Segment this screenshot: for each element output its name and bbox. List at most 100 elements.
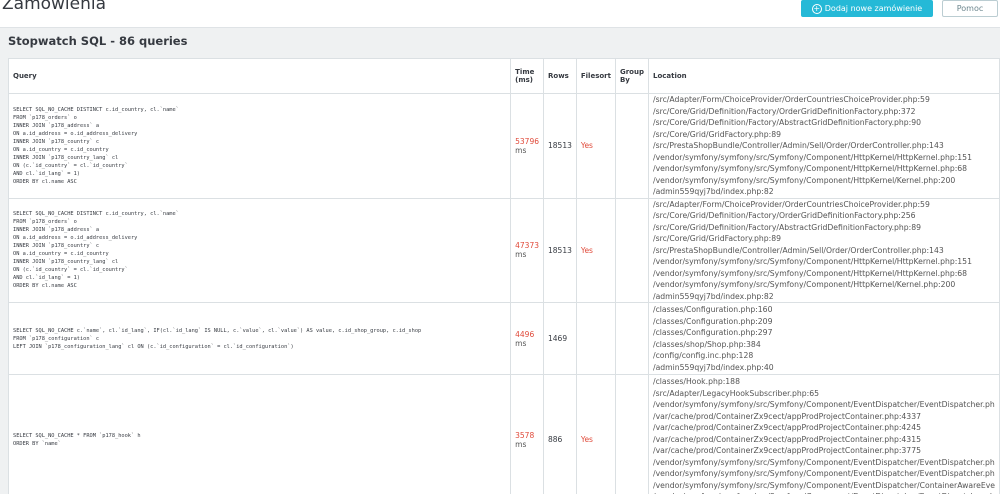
rows-cell: 18513: [543, 197, 577, 303]
button-label: Pomoc: [956, 4, 984, 13]
query-cell: SELECT SQL_NO_CACHE c.`name`, cl.`id_lan…: [7, 302, 512, 375]
query-line: FROM `p178_orders` o: [13, 114, 77, 121]
query-line: ON a.id_address = o.id_address_delivery: [13, 235, 138, 242]
query-line: SELECT SQL_NO_CACHE DISTINCT c.id_countr…: [13, 106, 179, 113]
query-line: ON (c.`id_country` = cl.`id_country`: [13, 162, 128, 169]
query-line: INNER JOIN `p178_country_lang` cl: [13, 154, 119, 161]
rows-value: 18513: [548, 245, 572, 255]
location-line: /src/Adapter/Form/ChoiceProvider/OrderCo…: [652, 95, 930, 104]
location-line: /src/Core/Grid/GridFactory.php:89: [652, 129, 782, 139]
time-cell: 4496 ms: [510, 302, 544, 375]
query-cell: SELECT SQL_NO_CACHE DISTINCT c.id_countr…: [7, 197, 512, 303]
column-header: Group By: [614, 58, 649, 94]
column-header: Time (ms): [510, 58, 544, 94]
filesort-value: Yes: [580, 435, 593, 444]
table-body: SELECT SQL_NO_CACHE DISTINCT c.id_countr…: [7, 93, 1000, 494]
time-unit: ms: [515, 145, 527, 155]
time-value: 3578: [515, 430, 535, 440]
query-line: ORDER BY `name`: [13, 440, 61, 447]
table-row: SELECT SQL_NO_CACHE c.`name`, cl.`id_lan…: [7, 302, 1000, 375]
location-line: /vendor/symfony/symfony/src/Symfony/Comp…: [652, 469, 995, 479]
query-cell: SELECT SQL_NO_CACHE DISTINCT c.id_countr…: [7, 93, 512, 199]
query-line: AND cl.`id_lang` = 1): [13, 275, 80, 282]
location-line: /src/Core/Grid/Definition/Factory/Abstra…: [652, 222, 922, 232]
time-value: 4496: [515, 329, 535, 339]
group-by-cell: [614, 374, 649, 494]
query-line: ORDER BY cl.name ASC: [13, 178, 77, 185]
location-line: /src/Core/Grid/GridFactory.php:89: [652, 234, 782, 243]
location-line: /vendor/symfony/symfony/src/Symfony/Comp…: [652, 257, 972, 266]
location-line: /admin559qyj7bd/index.php:82: [652, 291, 774, 301]
group-by-cell: [614, 197, 649, 303]
location-cell: /src/Adapter/Form/ChoiceProvider/OrderCo…: [647, 197, 1000, 303]
location-line: /src/Core/Grid/Definition/Factory/Abstra…: [652, 118, 922, 127]
location-line: /src/PrestaShopBundle/Controller/Admin/S…: [652, 245, 944, 255]
table-row: SELECT SQL_NO_CACHE * FROM `p178_hook` h…: [7, 374, 1000, 494]
add-order-button[interactable]: + Dodaj nowe zamówienie: [801, 0, 933, 17]
location-line: /vendor/symfony/symfony/src/Symfony/Comp…: [652, 175, 956, 185]
location-line: /var/cache/prod/ContainerZx9cect/appProd…: [652, 446, 921, 456]
location-line: /vendor/symfony/symfony/src/Symfony/Comp…: [652, 280, 956, 289]
location-line: /var/cache/prod/ContainerZx9cect/appProd…: [652, 434, 921, 444]
location-line: /classes/Configuration.php:209: [652, 316, 773, 326]
query-line: ON a.id_address = o.id_address_delivery: [13, 130, 138, 137]
location-line: /src/Adapter/LegacyHookSubscriber.php:65: [652, 388, 820, 398]
location-cell: /classes/Configuration.php:160/classes/C…: [647, 302, 1000, 375]
location-line: /vendor/symfony/symfony/src/Symfony/Comp…: [652, 400, 995, 410]
query-line: SELECT SQL_NO_CACHE DISTINCT c.id_countr…: [13, 211, 179, 218]
query-line: LEFT JOIN `p178_configuration_lang` cl O…: [13, 343, 294, 350]
query-line: SELECT SQL_NO_CACHE c.`name`, cl.`id_lan…: [13, 327, 422, 334]
location-line: /src/PrestaShopBundle/Controller/Admin/S…: [652, 141, 944, 150]
location-line: /vendor/symfony/symfony/src/Symfony/Comp…: [653, 491, 995, 494]
location-line: /config/config.inc.php:128: [652, 351, 754, 360]
time-unit: ms: [515, 250, 527, 260]
plus-icon: +: [811, 3, 822, 14]
location-line: /vendor/symfony/symfony/src/Symfony/Comp…: [652, 164, 968, 173]
filesort-cell: Yes: [575, 197, 616, 303]
location-line: /classes/Configuration.php:160: [652, 305, 773, 314]
help-button[interactable]: Pomoc: [942, 0, 998, 17]
location-line: /vendor/symfony/symfony/src/Symfony/Comp…: [652, 152, 972, 162]
sql-table: Query Time (ms) Rows Filesort Group By Locati…: [7, 58, 1000, 494]
query-line: ON (c.`id_country` = cl.`id_country`: [13, 267, 128, 274]
panel: Stopwatch SQL - 86 queries Query Time (ms…: [0, 28, 1000, 494]
location-line: /src/Adapter/Form/ChoiceProvider/OrderCo…: [652, 199, 930, 209]
time-value: 47373: [515, 241, 539, 251]
time-unit: ms: [515, 439, 527, 449]
page-title: Zamówienia: [2, 0, 107, 14]
location-line: /vendor/symfony/symfony/src/Symfony/Comp…: [652, 268, 968, 278]
filesort-value: Yes: [580, 245, 593, 255]
location-cell: /classes/Hook.php:188/src/Adapter/Legacy…: [647, 374, 1000, 494]
header-row: Query Time (ms) Rows Filesort Group By Locati…: [7, 58, 1000, 94]
group-by-cell: [614, 93, 649, 199]
location-line: /admin559qyj7bd/index.php:40: [652, 362, 774, 372]
rows-cell: 1469: [543, 302, 577, 375]
time-cell: 53796 ms: [510, 93, 544, 199]
query-line: SELECT SQL_NO_CACHE * FROM `p178_hook` h: [13, 432, 141, 439]
location-line: /classes/Configuration.php:297: [652, 328, 773, 337]
query-line: ON a.id_country = c.id_country: [13, 251, 109, 258]
location-cell: /src/Adapter/Form/ChoiceProvider/OrderCo…: [647, 93, 1000, 199]
rows-cell: 18513: [543, 93, 577, 199]
query-line: FROM `p178_orders` o: [13, 219, 77, 226]
table-row: SELECT SQL_NO_CACHE DISTINCT c.id_countr…: [7, 197, 1000, 303]
location-line: /vendor/symfony/symfony/src/Symfony/Comp…: [652, 457, 995, 467]
query-line: ORDER BY cl.name ASC: [13, 283, 77, 290]
query-line: INNER JOIN `p178_address` a: [13, 227, 100, 234]
column-header: Query: [7, 58, 512, 94]
filesort-cell: Yes: [575, 374, 616, 494]
filesort-value: Yes: [580, 141, 593, 151]
divider: [0, 27, 1000, 28]
location-line: /admin559qyj7bd/index.php:82: [652, 187, 774, 196]
location-line: /var/cache/prod/ContainerZx9cect/appProd…: [652, 411, 921, 421]
column-header: Rows: [543, 58, 577, 94]
location-line: /classes/Hook.php:188: [652, 377, 740, 387]
location-line: /classes/shop/Shop.php:384: [652, 339, 761, 349]
filesort-cell: Yes: [575, 93, 616, 199]
table-row: SELECT SQL_NO_CACHE DISTINCT c.id_countr…: [7, 93, 1000, 199]
query-line: INNER JOIN `p178_country_lang` cl: [13, 259, 119, 266]
rows-value: 886: [548, 435, 563, 444]
query-cell: SELECT SQL_NO_CACHE * FROM `p178_hook` h…: [7, 374, 512, 494]
